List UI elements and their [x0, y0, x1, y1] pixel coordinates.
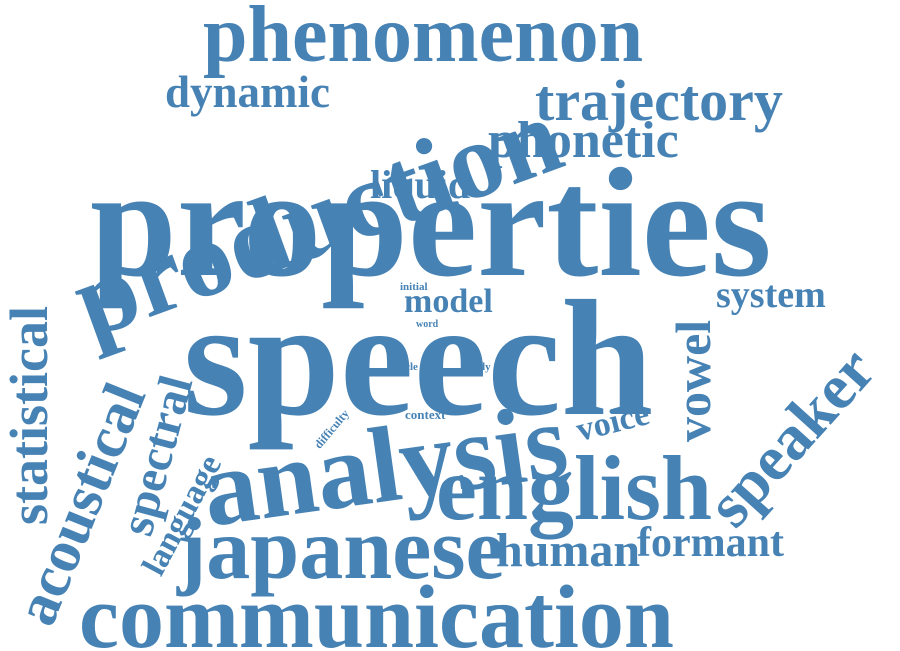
- word-liquid: liquid: [370, 162, 471, 207]
- word-phonetic: phonetic: [488, 112, 679, 169]
- word-article: article: [388, 361, 418, 373]
- word-speaker: speaker: [693, 333, 889, 540]
- word-trajectory: trajectory: [535, 68, 783, 133]
- word-formant: formant: [637, 520, 784, 566]
- word-model: model: [404, 283, 493, 320]
- word-properties: properties: [90, 136, 772, 309]
- word-study: study: [465, 361, 491, 373]
- word-phenomenon: phenomenon: [203, 0, 644, 79]
- word-dynamic: dynamic: [165, 67, 331, 117]
- word-statistical: statistical: [0, 306, 59, 525]
- word-initial: initial: [400, 281, 428, 293]
- word-vowel: vowel: [665, 319, 721, 442]
- word-japanese: japanese: [177, 501, 505, 598]
- word-communication: communication: [79, 568, 674, 651]
- word-word: word: [416, 319, 439, 330]
- word-context: context: [405, 407, 446, 422]
- word-system: system: [716, 274, 826, 316]
- word-speech: speech: [183, 266, 654, 450]
- word-human: human: [496, 524, 641, 577]
- word-english: english: [436, 437, 713, 539]
